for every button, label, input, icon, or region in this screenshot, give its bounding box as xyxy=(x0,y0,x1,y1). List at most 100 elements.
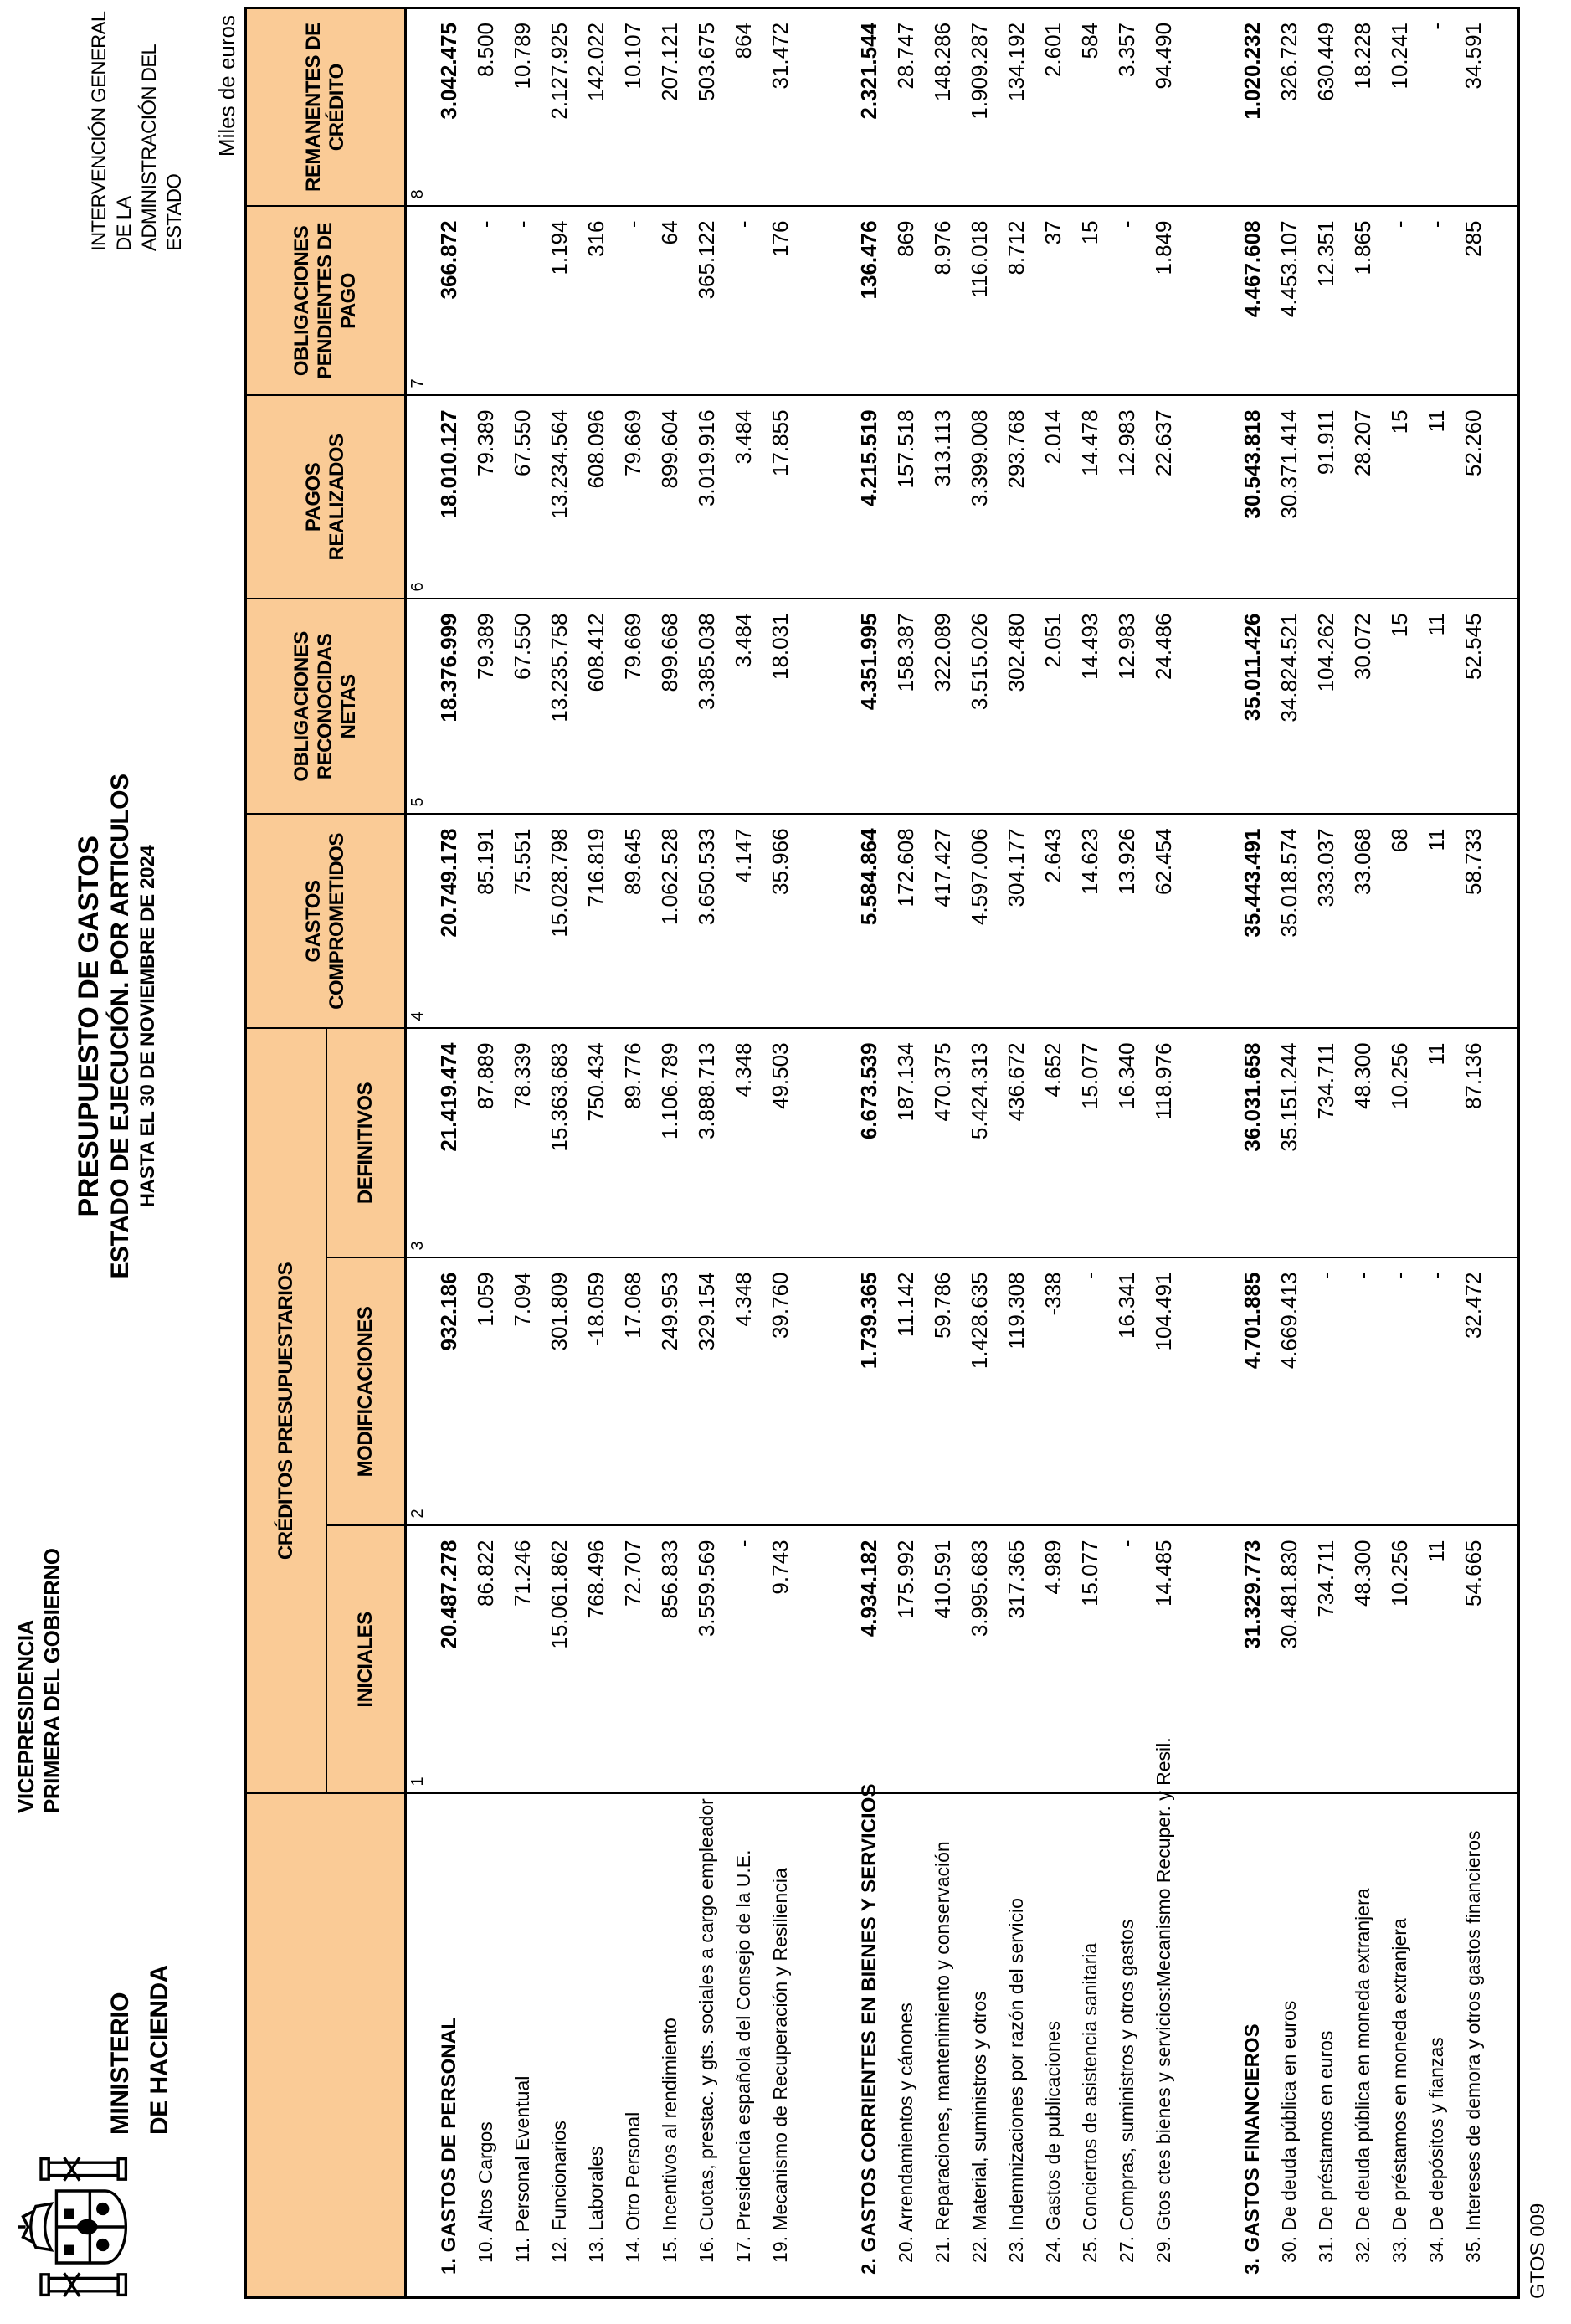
col-header-definitivos: DEFINITIVOS xyxy=(326,1028,406,1258)
value-cell: 67.550 xyxy=(504,395,542,599)
department-line-1: VICEPRESIDENCIA xyxy=(13,1620,39,1813)
value-cell: 3.385.038 xyxy=(688,599,726,815)
value-cell: 1.194 xyxy=(541,206,578,396)
value-cell: 2.127.925 xyxy=(541,8,578,207)
spacer-cell xyxy=(798,8,851,207)
value-cell: 18.031 xyxy=(762,599,799,815)
value-cell: 14.478 xyxy=(1071,395,1109,599)
value-cell: 119.308 xyxy=(998,1257,1035,1526)
value-cell: 62.454 xyxy=(1145,814,1183,1029)
value-cell: 4.597.006 xyxy=(961,814,999,1029)
filler-cell xyxy=(1491,8,1519,207)
table-row: 19. Mecanismo de Recuperación y Resilien… xyxy=(762,8,799,2297)
filler-cell xyxy=(1491,814,1519,1029)
value-cell: - xyxy=(1344,1257,1382,1526)
spacer-cell xyxy=(1182,1525,1235,1794)
table-row: 17. Presidencia española del Consejo de … xyxy=(725,8,762,2297)
value-cell: 4.453.107 xyxy=(1271,206,1308,396)
value-cell: 608.096 xyxy=(578,395,615,599)
column-number: 4 xyxy=(405,814,431,1029)
filler-cell xyxy=(1491,1525,1519,1794)
row-label: 12. Funcionarios xyxy=(548,2120,570,2263)
value-cell: 1.106.789 xyxy=(651,1028,689,1258)
table-row: 35. Intereses de demora y otros gastos f… xyxy=(1455,8,1492,2297)
value-cell: 118.976 xyxy=(1145,1028,1183,1258)
value-cell: 584 xyxy=(1071,8,1109,207)
value-cell: 8.976 xyxy=(924,206,962,396)
value-cell: 3.019.916 xyxy=(688,395,726,599)
row-label: 22. Material, suministros y otros xyxy=(968,1991,990,2263)
row-label: 29. Gtos ctes bienes y servicios:Mecanis… xyxy=(1153,1737,1174,2263)
value-cell: 59.786 xyxy=(924,1257,962,1526)
spacer-cell xyxy=(798,395,851,599)
table-row: 21. Reparaciones, mantenimiento y conser… xyxy=(924,8,962,2297)
value-cell: 4.652 xyxy=(1034,1028,1072,1258)
spacer-cell xyxy=(1182,1257,1235,1526)
value-cell: 869 xyxy=(887,206,925,396)
value-cell: 16.340 xyxy=(1108,1028,1146,1258)
value-cell: 94.490 xyxy=(1145,8,1183,207)
value-cell: 35.966 xyxy=(762,814,799,1029)
value-cell: 2.321.544 xyxy=(850,8,888,207)
row-label: 35. Intereses de demora y otros gastos f… xyxy=(1462,1830,1484,2263)
table-row: 34. De depósitos y fianzas 11-11 11 11 11- - xyxy=(1418,8,1455,2297)
value-cell: 329.154 xyxy=(688,1257,726,1526)
value-cell: 7.094 xyxy=(504,1257,542,1526)
value-cell: - xyxy=(504,206,542,396)
value-cell: 17.068 xyxy=(614,1257,652,1526)
value-cell: 734.711 xyxy=(1307,1525,1345,1794)
table-row: 32. De deuda pública en moneda extranjer… xyxy=(1344,8,1382,2297)
value-cell: 71.246 xyxy=(504,1525,542,1794)
value-cell: 52.545 xyxy=(1455,599,1492,815)
value-cell: 864 xyxy=(725,8,762,207)
value-cell: 176 xyxy=(762,206,799,396)
value-cell: 1.739.365 xyxy=(850,1257,888,1526)
department-name: VICEPRESIDENCIA PRIMERA DEL GOBIERNO xyxy=(13,1549,65,1813)
title-date: HASTA EL 30 DE NOVIEMBRE DE 2024 xyxy=(136,845,159,1208)
value-cell: 3.042.475 xyxy=(430,8,468,207)
value-cell: 3.484 xyxy=(725,599,762,815)
value-cell: 13.235.758 xyxy=(541,599,578,815)
value-cell: 34.591 xyxy=(1455,8,1492,207)
filler-cell xyxy=(1492,1794,1519,2298)
table-row: 10. Altos Cargos 86.822 1.059 87.889 85.191 7… xyxy=(467,8,505,2297)
value-cell: 79.669 xyxy=(614,599,652,815)
value-cell: 3.650.533 xyxy=(688,814,726,1029)
value-cell: 148.286 xyxy=(924,8,962,207)
spacer-cell xyxy=(798,206,851,396)
column-number: 8 xyxy=(405,8,431,207)
ministry-line-2: DE HACIENDA xyxy=(146,1965,173,2135)
value-cell: 52.260 xyxy=(1455,395,1492,599)
value-cell: 35.018.574 xyxy=(1271,814,1308,1029)
value-cell: 1.062.528 xyxy=(651,814,689,1029)
table-row: 25. Conciertos de asistencia sanitaria 15… xyxy=(1071,8,1109,2297)
col-header-gastos-comprometidos: GASTOS COMPROMETIDOS xyxy=(245,814,406,1029)
value-cell: 89.645 xyxy=(614,814,652,1029)
filler-cell xyxy=(1491,1257,1519,1526)
value-cell: 22.637 xyxy=(1145,395,1183,599)
value-cell: 899.668 xyxy=(651,599,689,815)
value-cell: - xyxy=(1418,206,1455,396)
value-cell: 87.136 xyxy=(1455,1028,1492,1258)
value-cell: 1.849 xyxy=(1145,206,1183,396)
value-cell: 333.037 xyxy=(1307,814,1345,1029)
filler-row xyxy=(1491,8,1519,2298)
value-cell: 15 xyxy=(1381,395,1419,599)
value-cell: 37 xyxy=(1034,206,1072,396)
value-cell: 54.665 xyxy=(1455,1525,1492,1794)
value-cell: 36.031.658 xyxy=(1234,1028,1271,1258)
value-cell: 30.371.414 xyxy=(1271,395,1308,599)
spacer-cell xyxy=(798,1257,851,1526)
row-label: 33. De préstamos en moneda extranjera xyxy=(1389,1918,1410,2263)
title-sub: ESTADO DE EJECUCIÓN. POR ARTICULOS xyxy=(106,774,134,1279)
value-cell: 158.387 xyxy=(887,599,925,815)
column-number: 1 xyxy=(405,1525,431,1794)
spacer-cell xyxy=(798,1028,851,1258)
value-cell: 716.819 xyxy=(578,814,615,1029)
value-cell: 11 xyxy=(1418,814,1455,1029)
value-cell: 85.191 xyxy=(467,814,505,1029)
value-cell: 30.072 xyxy=(1344,599,1382,815)
department-line-2: PRIMERA DEL GOBIERNO xyxy=(39,1548,64,1813)
value-cell: 79.389 xyxy=(467,599,505,815)
